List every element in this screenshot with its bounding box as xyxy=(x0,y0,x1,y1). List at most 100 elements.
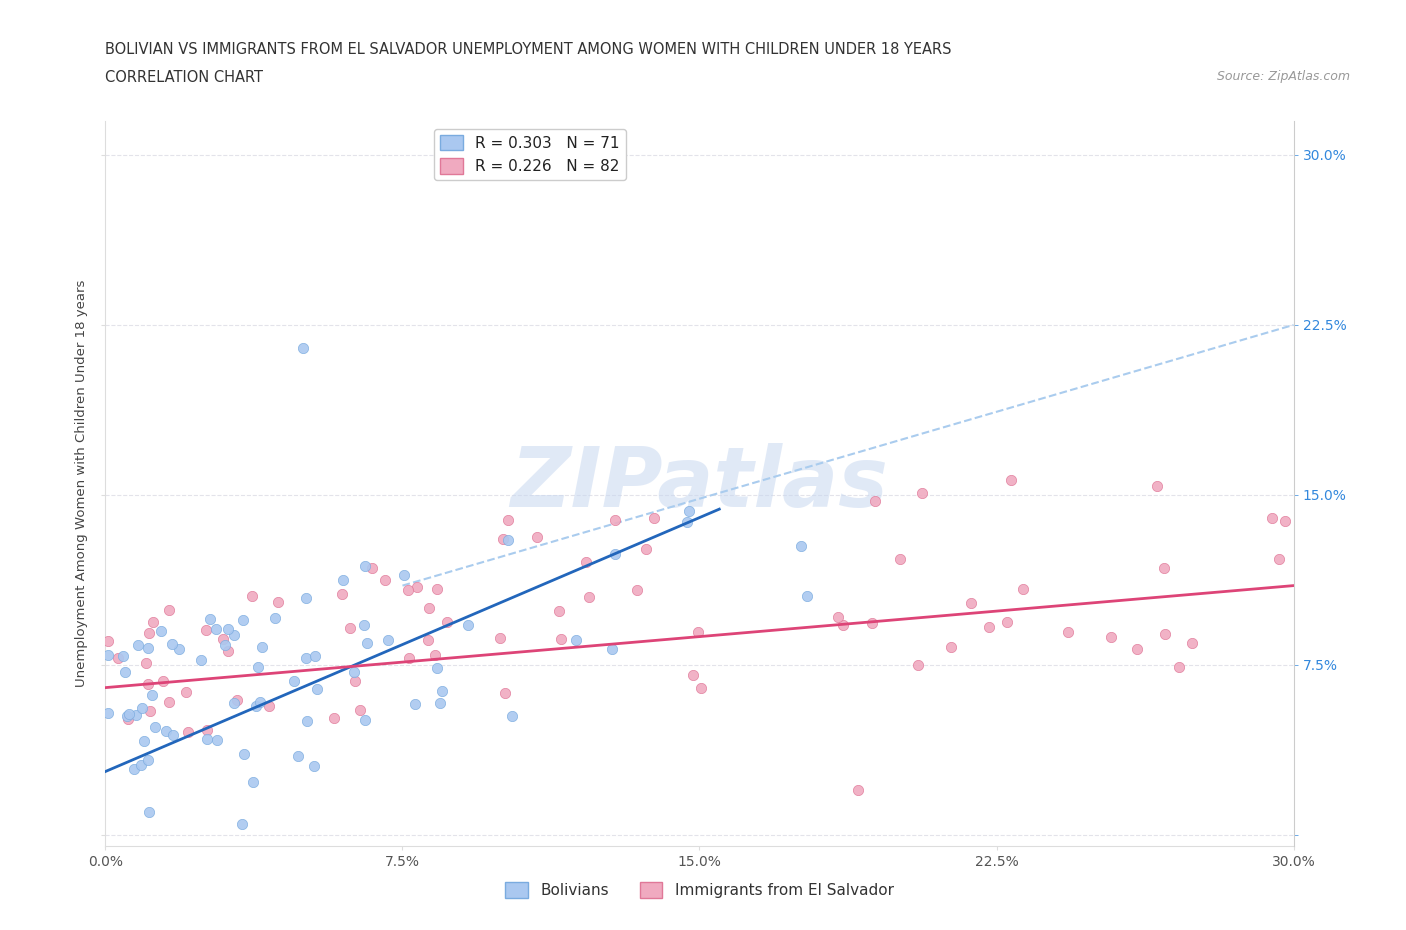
Point xyxy=(846,782,869,797)
Point xyxy=(1057,624,1080,639)
Point xyxy=(224,628,246,643)
Point xyxy=(136,676,159,691)
Point xyxy=(360,561,382,576)
Point xyxy=(252,640,274,655)
Point xyxy=(349,702,371,717)
Point xyxy=(138,626,160,641)
Point xyxy=(245,698,267,713)
Point xyxy=(149,623,172,638)
Point xyxy=(1125,642,1147,657)
Point xyxy=(118,707,141,722)
Point xyxy=(143,720,166,735)
Point xyxy=(832,618,855,632)
Point xyxy=(134,733,156,748)
Point xyxy=(1146,479,1168,494)
Point xyxy=(418,632,440,647)
Point xyxy=(131,701,153,716)
Point xyxy=(226,693,249,708)
Point xyxy=(374,573,396,588)
Point xyxy=(330,587,353,602)
Point xyxy=(1261,511,1284,525)
Point xyxy=(111,648,134,663)
Point xyxy=(177,724,200,739)
Point xyxy=(1274,513,1296,528)
Point xyxy=(97,705,120,720)
Point xyxy=(169,642,191,657)
Point xyxy=(603,512,626,527)
Point xyxy=(190,652,212,667)
Point xyxy=(292,340,315,355)
Point xyxy=(302,758,325,773)
Point xyxy=(1268,551,1291,566)
Point xyxy=(200,612,222,627)
Point xyxy=(1012,581,1035,596)
Point xyxy=(127,638,149,653)
Point xyxy=(686,625,709,640)
Point xyxy=(162,637,184,652)
Point xyxy=(304,649,326,664)
Point xyxy=(995,615,1018,630)
Point xyxy=(295,591,318,605)
Point xyxy=(425,647,447,662)
Point xyxy=(1168,660,1191,675)
Point xyxy=(492,532,515,547)
Point xyxy=(224,696,246,711)
Point xyxy=(249,695,271,710)
Point xyxy=(307,682,329,697)
Text: ZIPatlas: ZIPatlas xyxy=(510,443,889,525)
Point xyxy=(600,642,623,657)
Point xyxy=(1181,635,1204,650)
Point xyxy=(115,709,138,724)
Point xyxy=(217,621,239,636)
Point xyxy=(1099,630,1122,644)
Point xyxy=(790,538,813,553)
Point xyxy=(197,723,219,737)
Point xyxy=(1000,472,1022,487)
Point xyxy=(575,555,598,570)
Point xyxy=(796,589,818,604)
Point xyxy=(264,611,287,626)
Point xyxy=(217,644,239,658)
Point xyxy=(911,485,934,500)
Point xyxy=(97,633,120,648)
Point xyxy=(494,685,516,700)
Point xyxy=(682,668,704,683)
Point xyxy=(257,698,280,713)
Point xyxy=(139,703,162,718)
Point xyxy=(246,659,269,674)
Point xyxy=(356,635,378,650)
Point xyxy=(396,582,419,597)
Point xyxy=(634,542,657,557)
Point xyxy=(404,697,426,711)
Point xyxy=(643,511,665,525)
Point xyxy=(343,665,366,680)
Point xyxy=(1153,561,1175,576)
Point xyxy=(889,552,911,567)
Point xyxy=(689,681,711,696)
Point xyxy=(125,707,148,722)
Point xyxy=(353,618,375,632)
Point xyxy=(496,512,519,527)
Point xyxy=(418,601,440,616)
Y-axis label: Unemployment Among Women with Children Under 18 years: Unemployment Among Women with Children U… xyxy=(75,280,89,687)
Point xyxy=(605,547,627,562)
Point xyxy=(343,673,366,688)
Point xyxy=(214,638,236,653)
Point xyxy=(138,804,160,819)
Point xyxy=(194,623,217,638)
Point xyxy=(205,621,228,636)
Point xyxy=(1153,627,1175,642)
Point xyxy=(678,504,700,519)
Point xyxy=(626,583,648,598)
Point xyxy=(339,621,361,636)
Point xyxy=(827,609,849,624)
Text: CORRELATION CHART: CORRELATION CHART xyxy=(105,70,263,85)
Point xyxy=(941,640,963,655)
Point xyxy=(377,632,399,647)
Point xyxy=(117,711,139,726)
Point xyxy=(429,695,451,710)
Point xyxy=(159,603,181,618)
Point xyxy=(295,651,318,666)
Point xyxy=(107,650,129,665)
Point xyxy=(283,673,305,688)
